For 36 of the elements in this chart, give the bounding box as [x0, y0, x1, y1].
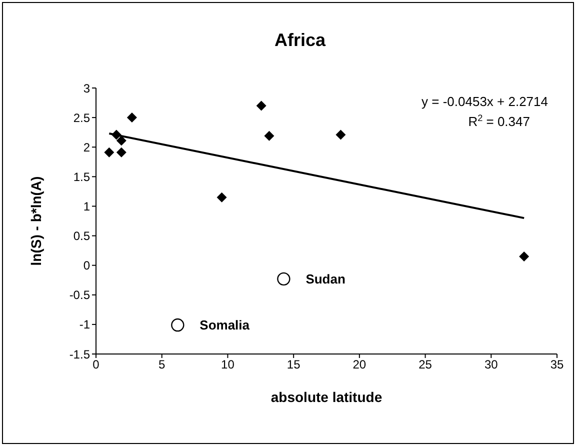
annotation: Somalia: [200, 318, 250, 333]
y-axis-title: ln(S) - b*ln(A): [28, 176, 44, 266]
point: [264, 130, 274, 141]
chart-title: Africa: [274, 30, 326, 50]
point: [171, 318, 184, 332]
y-tick-label: 2.5: [73, 110, 90, 125]
x-tick-label: 5: [158, 358, 166, 372]
y-tick-label: 1.5: [73, 170, 90, 184]
y-tick-label: 0: [83, 258, 90, 273]
point: [116, 136, 126, 146]
annotation: R$^{2}$ = 0.347: [468, 113, 530, 129]
x-tick-label: 30: [484, 358, 498, 372]
x-tick-label: 20: [352, 358, 366, 372]
y-tick-label: 0.5: [73, 229, 90, 244]
x-tick-label: 25: [418, 358, 432, 372]
point: [256, 100, 266, 111]
x-axis-title: absolute latitude: [270, 389, 382, 405]
point: [519, 251, 530, 262]
y-tick-label: 1: [83, 199, 90, 214]
y-tick-label: -1: [79, 318, 90, 332]
x-tick-label: 35: [550, 358, 564, 372]
point: [104, 147, 114, 158]
point: [277, 272, 290, 286]
point: [336, 130, 346, 140]
point: [116, 147, 126, 158]
y-tick-label: 3: [83, 81, 90, 96]
annotation: Sudan: [306, 272, 346, 287]
y-tick-label: 2: [83, 140, 90, 154]
y-tick-label: -1.5: [69, 347, 90, 362]
x-tick-label: 0: [92, 358, 100, 372]
y-tick-label: -0.5: [69, 288, 90, 302]
point: [216, 192, 227, 202]
point: [126, 112, 137, 123]
annotation: y = -0.0453x + 2.2714: [422, 94, 548, 109]
x-tick-label: 10: [221, 358, 235, 372]
x-tick-label: 15: [286, 358, 301, 372]
